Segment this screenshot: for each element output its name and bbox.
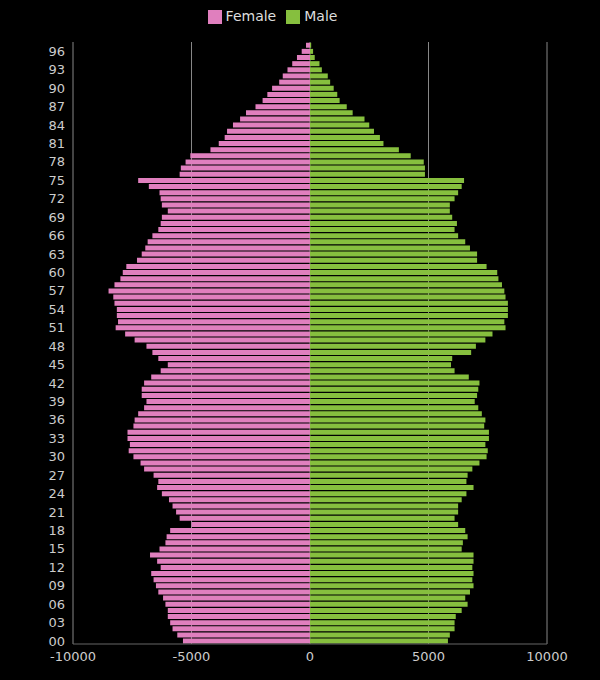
svg-text:96: 96: [48, 44, 65, 59]
svg-text:10000: 10000: [526, 649, 567, 664]
svg-text:51: 51: [48, 320, 65, 335]
svg-text:81: 81: [48, 136, 65, 151]
svg-text:18: 18: [48, 523, 65, 538]
svg-text:15: 15: [48, 541, 65, 556]
svg-text:06: 06: [48, 597, 65, 612]
svg-text:60: 60: [48, 265, 65, 280]
svg-text:57: 57: [48, 283, 65, 298]
svg-text:21: 21: [48, 505, 65, 520]
svg-text:33: 33: [48, 431, 65, 446]
svg-text:42: 42: [48, 376, 65, 391]
svg-text:66: 66: [48, 228, 65, 243]
svg-text:0: 0: [306, 649, 314, 664]
svg-text:-10000: -10000: [50, 649, 96, 664]
svg-text:24: 24: [48, 486, 65, 501]
svg-text:48: 48: [48, 339, 65, 354]
svg-text:12: 12: [48, 560, 65, 575]
svg-text:93: 93: [48, 62, 65, 77]
svg-text:36: 36: [48, 412, 65, 427]
html-text:Female: Female: [225, 8, 277, 24]
svg-text:45: 45: [48, 357, 65, 372]
svg-text:-5000: -5000: [173, 649, 211, 664]
svg-text:69: 69: [48, 210, 65, 225]
svg-text:5000: 5000: [412, 649, 445, 664]
svg-text:09: 09: [48, 578, 65, 593]
svg-text:78: 78: [48, 154, 65, 169]
svg-text:27: 27: [48, 468, 65, 483]
svg-text:87: 87: [48, 99, 65, 114]
svg-text:72: 72: [48, 191, 65, 206]
svg-text:90: 90: [48, 81, 65, 96]
svg-text:03: 03: [48, 615, 65, 630]
svg-text:63: 63: [48, 247, 65, 262]
svg-text:84: 84: [48, 118, 65, 133]
svg-text:00: 00: [48, 634, 65, 649]
svg-text:30: 30: [48, 449, 65, 464]
svg-text:54: 54: [48, 302, 65, 317]
svg-text:39: 39: [48, 394, 65, 409]
svg-text:75: 75: [48, 173, 65, 188]
html-text:Male: Male: [304, 8, 338, 24]
